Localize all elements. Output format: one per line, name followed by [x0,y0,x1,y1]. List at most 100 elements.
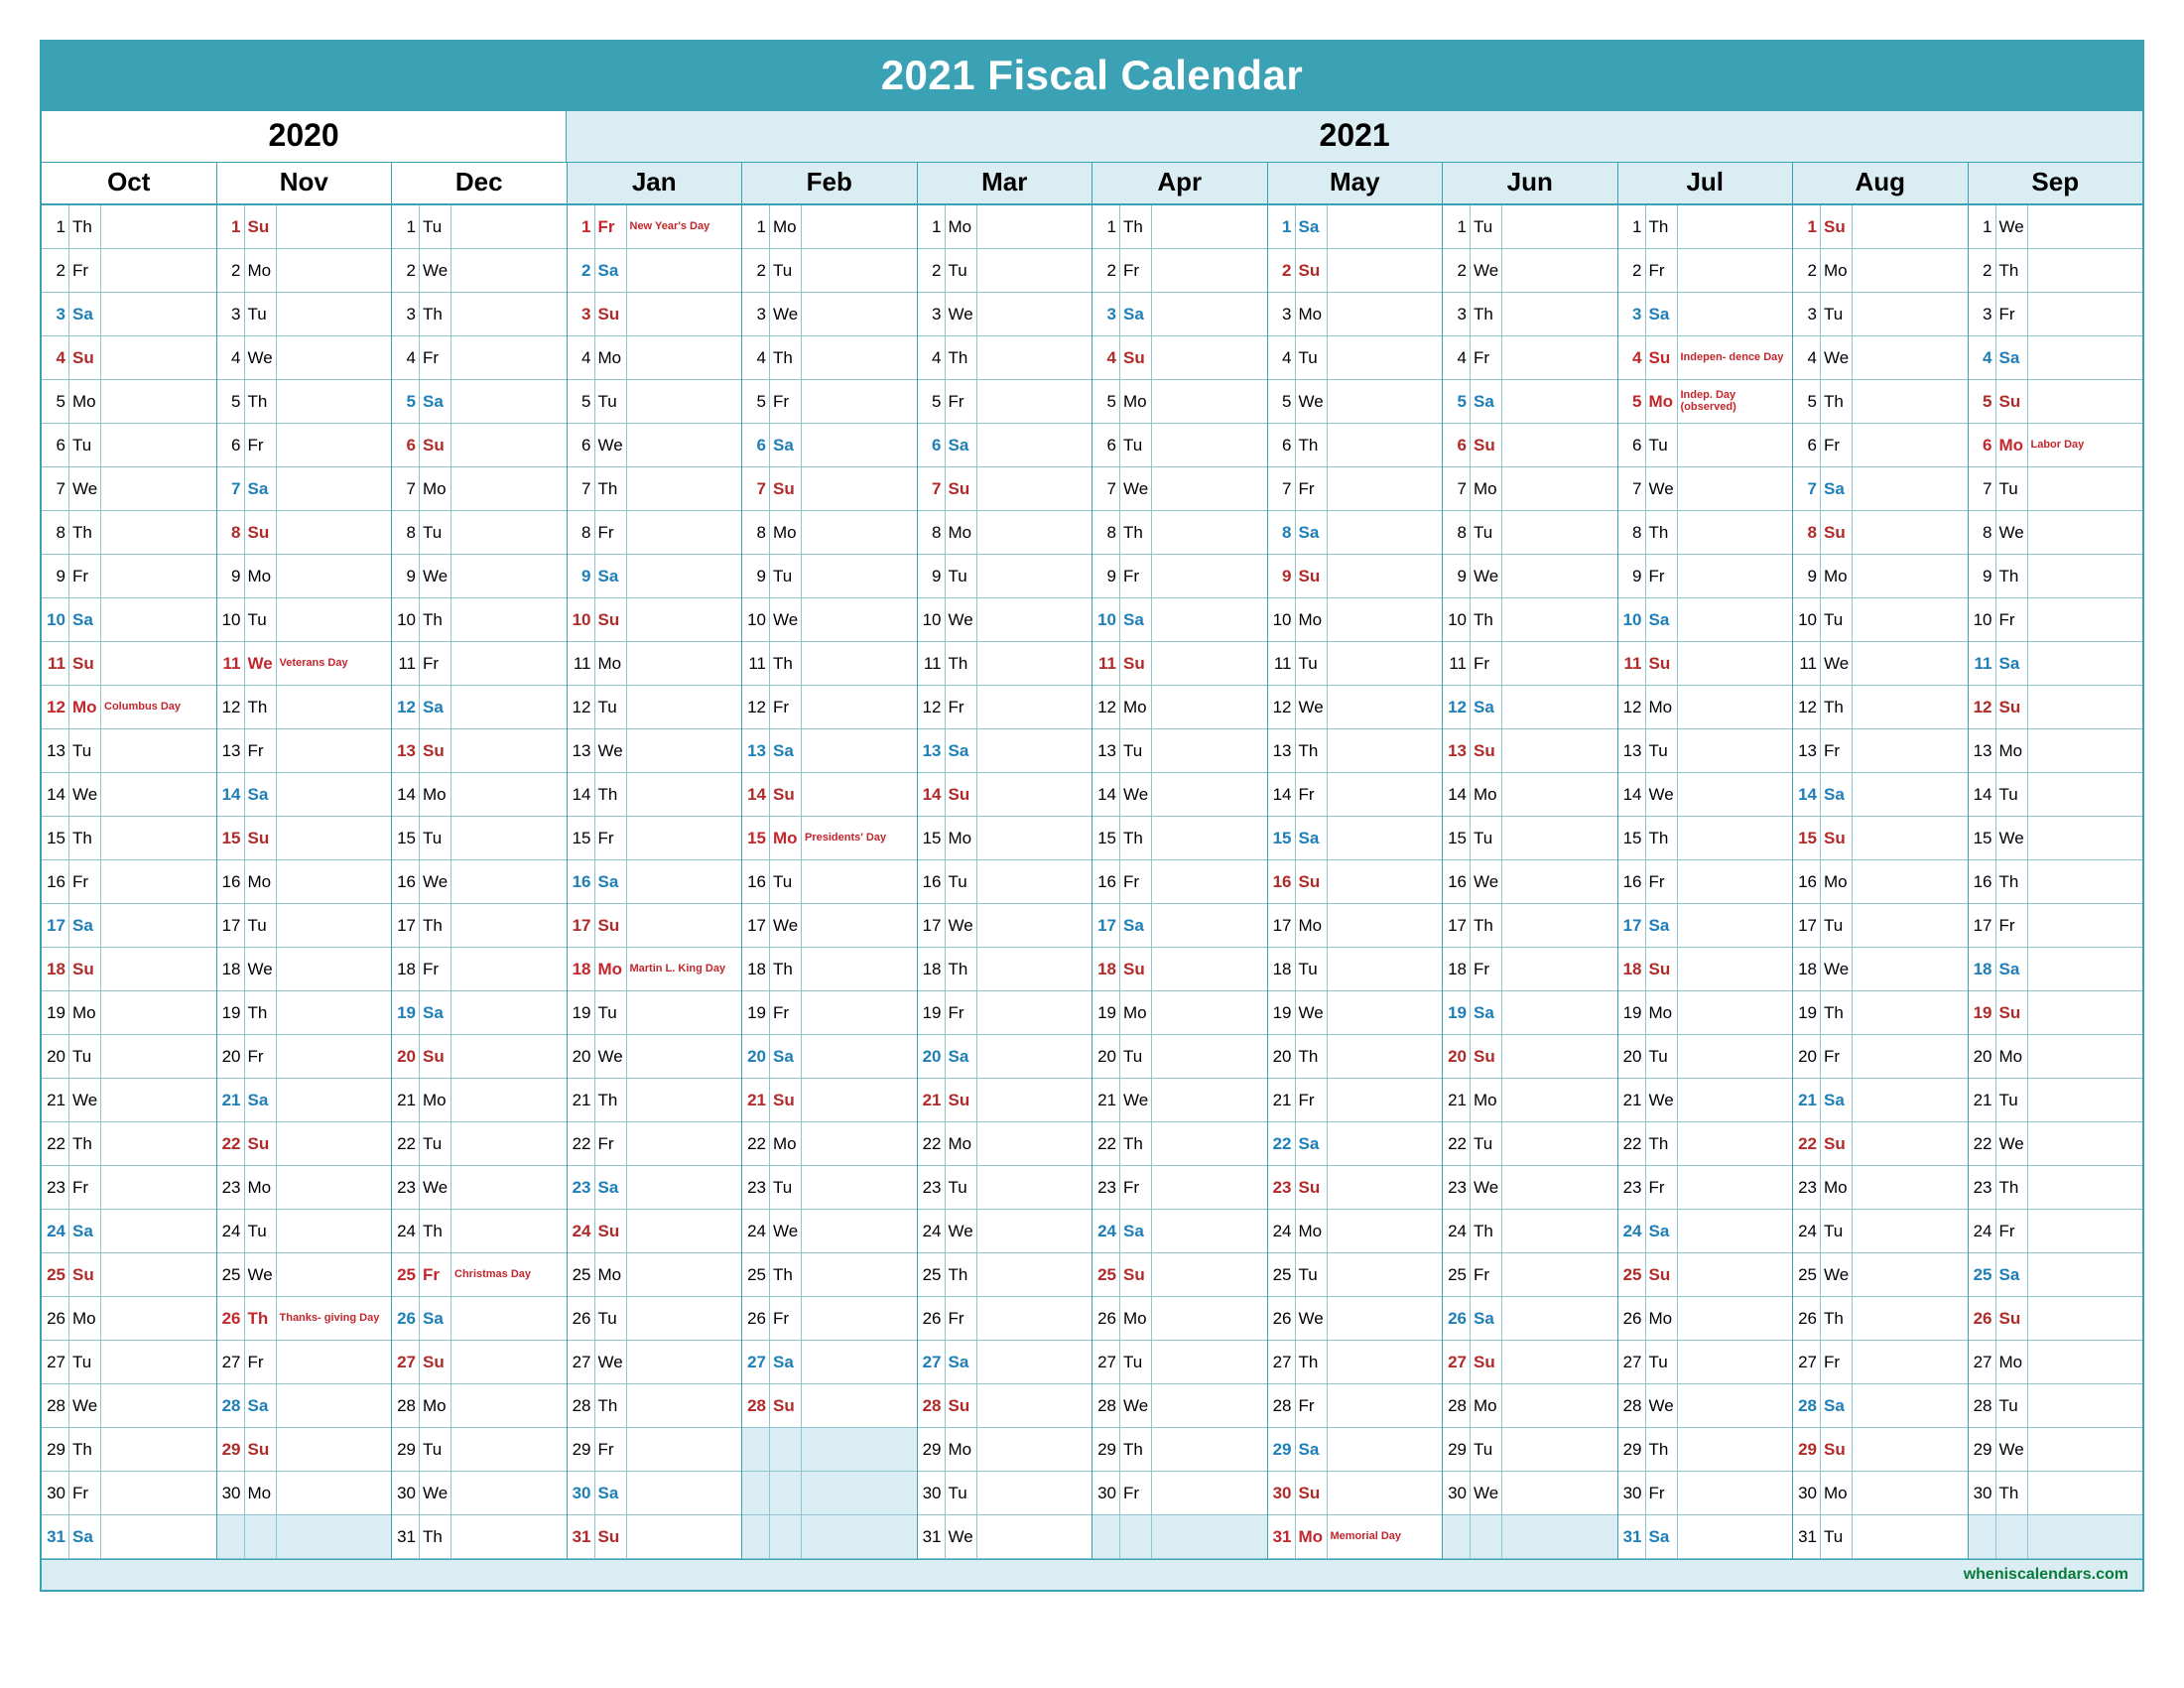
day-number: 4 [1268,336,1296,379]
day-oct20-10: 10Sa [42,598,216,642]
day-oct20-28: 28We [42,1384,216,1428]
day-number: 19 [1793,991,1821,1034]
day-abbr: Sa [1296,511,1328,554]
day-abbr: Mo [1296,1210,1328,1252]
month-col-sep21: 1We2Th3Fr4Sa5Su6MoLabor Day7Tu8We9Th10Fr… [1969,205,2143,1559]
day-number: 30 [918,1472,946,1514]
holiday-label [1678,686,1793,728]
day-abbr: We [1646,1079,1678,1121]
day-jul21-8: 8Th [1618,511,1793,555]
day-number: 19 [392,991,420,1034]
day-abbr: Mo [1996,1035,2028,1078]
holiday-label [627,1472,742,1514]
day-number: 1 [1793,205,1821,248]
holiday-label [1502,1166,1617,1209]
day-abbr: Sa [1821,467,1853,510]
holiday-label [1328,991,1443,1034]
day-jun21-5: 5Sa [1443,380,1617,424]
holiday-label [1502,860,1617,903]
day-number: 27 [1092,1341,1120,1383]
day-oct20-3: 3Sa [42,293,216,336]
holiday-label [277,817,392,859]
day-sep21-6: 6MoLabor Day [1969,424,2143,467]
holiday-label [627,1122,742,1165]
day-number: 11 [568,642,595,685]
day-number: 1 [1092,205,1120,248]
holiday-label [1678,773,1793,816]
holiday-label [101,1079,216,1121]
day-number: 18 [42,948,69,990]
holiday-label [451,642,567,685]
day-aug21-30: 30Mo [1793,1472,1968,1515]
day-number: 13 [1618,729,1646,772]
day-abbr: Fr [1296,1384,1328,1427]
day-jan21-6: 6We [568,424,742,467]
holiday-label [1152,511,1267,554]
day-abbr: We [946,1210,977,1252]
holiday-label [2028,598,2143,641]
day-feb21-17: 17We [742,904,917,948]
day-number: 2 [1618,249,1646,292]
day-number: 15 [217,817,245,859]
day-number: 28 [1793,1384,1821,1427]
day-sep21-8: 8We [1969,511,2143,555]
day-mar21-5: 5Fr [918,380,1092,424]
day-number: 8 [1443,511,1471,554]
holiday-label [1678,1253,1793,1296]
day-jan21-27: 27We [568,1341,742,1384]
day-jun21-7: 7Mo [1443,467,1617,511]
day-jul21-7: 7We [1618,467,1793,511]
day-abbr: Tu [420,1428,451,1471]
holiday-label [802,1297,917,1340]
day-abbr: We [1821,948,1853,990]
day-aug21-16: 16Mo [1793,860,1968,904]
day-number: 24 [42,1210,69,1252]
day-abbr: Tu [1821,1210,1853,1252]
day-abbr: Sa [420,991,451,1034]
day-aug21-6: 6Fr [1793,424,1968,467]
day-jul21-31: 31Sa [1618,1515,1793,1559]
holiday-label [1853,991,1968,1034]
day-abbr: We [946,904,977,947]
day-abbr: Tu [1646,1035,1678,1078]
day-abbr: Tu [1296,642,1328,685]
holiday-label [977,1210,1092,1252]
holiday-label [1502,380,1617,423]
holiday-label [451,205,567,248]
day-number: 10 [568,598,595,641]
day-feb21-3: 3We [742,293,917,336]
day-number: 1 [392,205,420,248]
day-aug21-9: 9Mo [1793,555,1968,598]
day-abbr: Su [69,642,101,685]
month-col-nov20: 1Su2Mo3Tu4We5Th6Fr7Sa8Su9Mo10Tu11WeVeter… [217,205,393,1559]
empty-cell [1443,1515,1471,1558]
day-oct20-14: 14We [42,773,216,817]
day-feb21-27: 27Sa [742,1341,917,1384]
day-abbr: We [595,424,627,466]
day-number: 15 [42,817,69,859]
day-number: 28 [568,1384,595,1427]
day-jun21-20: 20Su [1443,1035,1617,1079]
day-jul21-23: 23Fr [1618,1166,1793,1210]
day-abbr: Mo [1646,991,1678,1034]
day-abbr: Mo [1646,380,1678,423]
day-abbr: Su [1120,336,1152,379]
day-number: 4 [1969,336,1996,379]
day-number: 29 [1969,1428,1996,1471]
day-number: 21 [1092,1079,1120,1121]
day-abbr: Mo [245,555,277,597]
day-abbr: Tu [1471,817,1502,859]
day-number: 1 [568,205,595,248]
day-abbr: Su [1821,817,1853,859]
day-apr21-27: 27Tu [1092,1341,1267,1384]
day-abbr: Mo [595,948,627,990]
holiday-label [101,1428,216,1471]
day-abbr: Su [595,1210,627,1252]
day-number: 20 [918,1035,946,1078]
day-nov20-28: 28Sa [217,1384,392,1428]
holiday-label [101,1166,216,1209]
day-abbr: Th [1471,904,1502,947]
day-aug21-19: 19Th [1793,991,1968,1035]
holiday-label [451,860,567,903]
day-abbr: Tu [69,424,101,466]
